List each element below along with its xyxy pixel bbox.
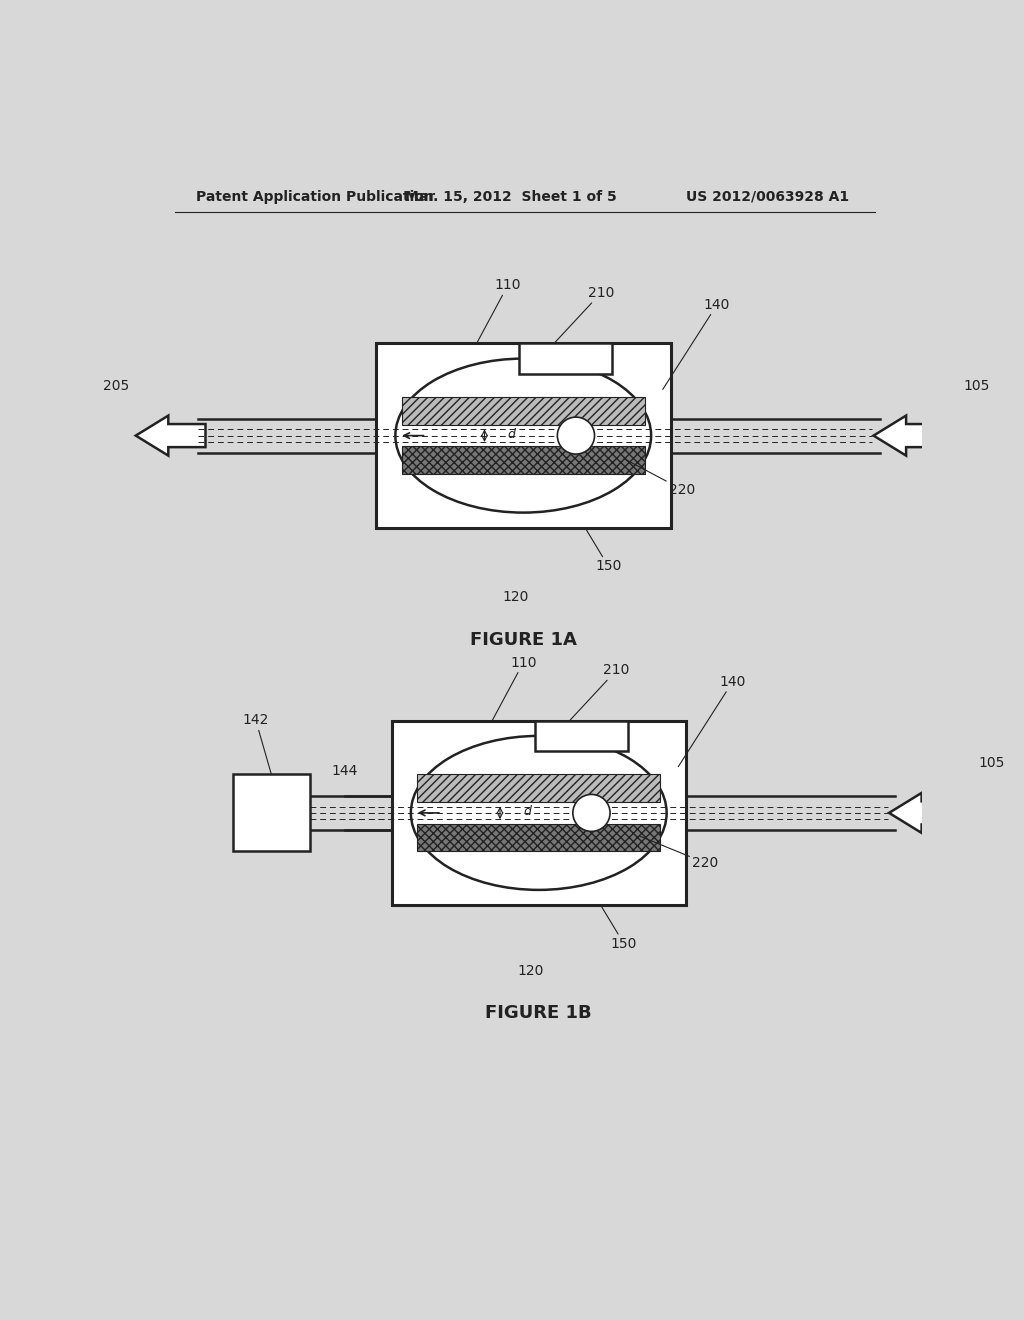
Bar: [535, 721, 628, 751]
Text: 105: 105: [964, 379, 990, 392]
Text: 205: 205: [103, 379, 129, 392]
FancyArrow shape: [136, 416, 206, 455]
Text: 120: 120: [503, 590, 528, 605]
Bar: [417, 775, 660, 803]
Text: 144: 144: [332, 763, 358, 777]
Ellipse shape: [395, 359, 651, 512]
Text: 110: 110: [477, 279, 521, 343]
Text: 105: 105: [979, 756, 1006, 770]
Text: 140: 140: [663, 298, 730, 389]
Bar: [232, 775, 310, 851]
Text: FIGURE 1A: FIGURE 1A: [470, 631, 577, 648]
Bar: [519, 343, 612, 374]
Text: 142: 142: [243, 714, 271, 775]
Text: 220: 220: [624, 459, 695, 496]
Text: 120: 120: [518, 964, 544, 978]
Text: 150: 150: [601, 906, 637, 950]
Text: Patent Application Publication: Patent Application Publication: [197, 190, 434, 203]
Text: d: d: [508, 428, 515, 441]
Ellipse shape: [411, 737, 667, 890]
Bar: [417, 824, 660, 851]
Text: 150: 150: [586, 528, 622, 573]
Text: Mar. 15, 2012  Sheet 1 of 5: Mar. 15, 2012 Sheet 1 of 5: [406, 190, 617, 203]
FancyArrow shape: [889, 793, 957, 833]
Bar: [376, 343, 671, 528]
Text: 110: 110: [493, 656, 537, 721]
Text: d: d: [523, 805, 531, 818]
Bar: [401, 397, 645, 425]
Text: 210: 210: [554, 286, 614, 343]
Text: 210: 210: [569, 664, 630, 721]
Ellipse shape: [572, 795, 610, 832]
Text: FIGURE 1B: FIGURE 1B: [485, 1005, 592, 1022]
FancyArrow shape: [873, 416, 942, 455]
Ellipse shape: [557, 417, 595, 454]
Text: 220: 220: [640, 836, 719, 870]
Bar: [391, 721, 686, 906]
Bar: [401, 446, 645, 474]
Text: US 2012/0063928 A1: US 2012/0063928 A1: [686, 190, 849, 203]
Text: 140: 140: [678, 675, 745, 767]
